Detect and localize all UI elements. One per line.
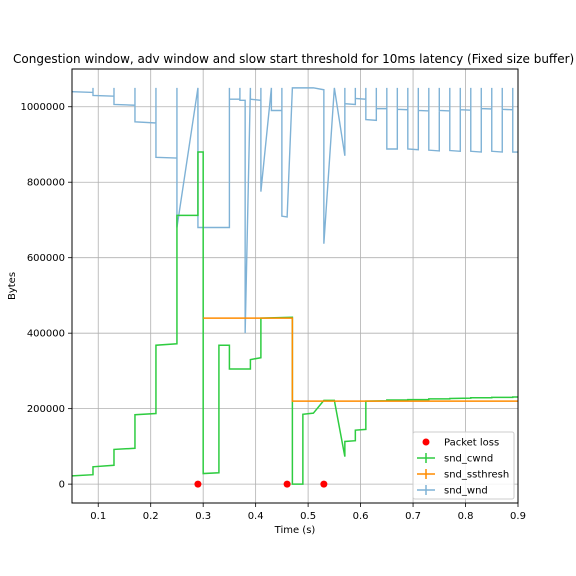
packet-loss-point bbox=[283, 480, 291, 488]
y-tick-label: 1000000 bbox=[20, 102, 65, 113]
y-tick-label: 400000 bbox=[27, 329, 65, 340]
legend-dot-marker bbox=[422, 438, 430, 446]
x-axis-label: Time (s) bbox=[274, 525, 316, 536]
chart-title: Congestion window, adv window and slow s… bbox=[13, 52, 574, 66]
x-tick-label: 0.1 bbox=[90, 511, 106, 522]
snd-ssthresh-series-line bbox=[203, 317, 518, 402]
x-tick-label: 0.7 bbox=[405, 511, 421, 522]
packet-loss-point bbox=[320, 480, 328, 488]
y-axis: 0 200000 400000 600000 800000 1000000 bbox=[20, 102, 72, 491]
legend-label: snd_wnd bbox=[444, 486, 488, 497]
plot-background bbox=[72, 69, 518, 503]
legend-label: snd_ssthresh bbox=[444, 470, 509, 481]
legend: Packet loss snd_cwnd snd_ssthresh snd_wnd bbox=[412, 431, 515, 500]
plot-area bbox=[71, 68, 519, 504]
legend-label: snd_cwnd bbox=[444, 454, 493, 465]
series-layer bbox=[72, 87, 518, 488]
y-tick-label: 600000 bbox=[27, 253, 65, 264]
legend-entry-snd-cwnd: snd_cwnd bbox=[417, 453, 493, 465]
x-tick-label: 0.2 bbox=[143, 511, 159, 522]
x-axis: 0.1 0.2 0.3 0.4 0.5 0.6 0.7 0.8 0.9 bbox=[90, 503, 526, 522]
x-tick-label: 0.5 bbox=[300, 511, 316, 522]
packet-loss-point bbox=[194, 480, 202, 488]
legend-entry-snd-wnd: snd_wnd bbox=[417, 485, 488, 497]
legend-box bbox=[412, 431, 515, 500]
x-tick-label: 0.9 bbox=[510, 511, 526, 522]
snd-cwnd-series-line bbox=[72, 151, 518, 485]
y-tick-label: 800000 bbox=[27, 178, 65, 189]
legend-label: Packet loss bbox=[444, 438, 499, 449]
x-tick-label: 0.8 bbox=[458, 511, 474, 522]
y-tick-label: 200000 bbox=[27, 404, 65, 415]
plot-frame bbox=[71, 68, 519, 504]
x-tick-label: 0.4 bbox=[248, 511, 264, 522]
x-tick-label: 0.6 bbox=[353, 511, 369, 522]
legend-entry-packet-loss: Packet loss bbox=[422, 438, 499, 449]
grid-lines bbox=[72, 69, 519, 503]
y-axis-label: Bytes bbox=[7, 272, 18, 300]
snd-wnd-series-line bbox=[72, 87, 518, 334]
y-tick-label: 0 bbox=[59, 480, 65, 491]
legend-entry-snd-ssthresh: snd_ssthresh bbox=[417, 469, 509, 481]
x-tick-label: 0.3 bbox=[195, 511, 211, 522]
